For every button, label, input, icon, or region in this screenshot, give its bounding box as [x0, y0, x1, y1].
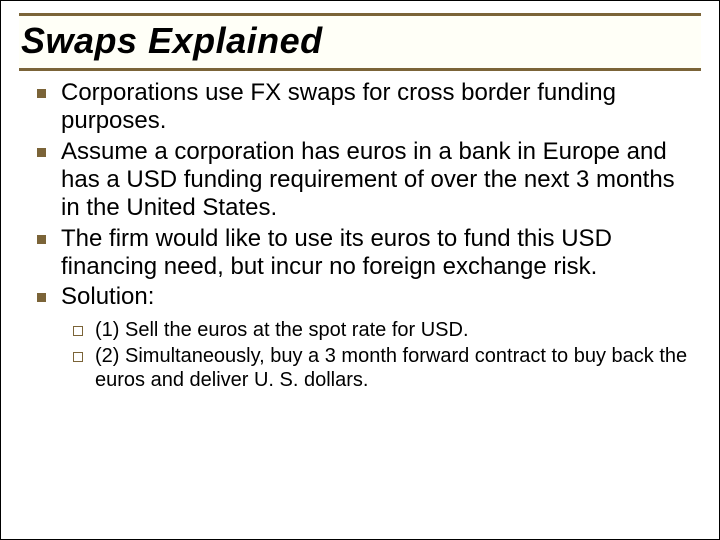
- list-item: Assume a corporation has euros in a bank…: [25, 138, 691, 223]
- list-item: Solution: (1) Sell the euros at the spot…: [25, 283, 691, 391]
- list-item-text: Corporations use FX swaps for cross bord…: [61, 79, 616, 134]
- sub-list-item: (2) Simultaneously, buy a 3 month forwar…: [61, 344, 691, 392]
- list-item: The firm would like to use its euros to …: [25, 225, 691, 282]
- sub-list-item: (1) Sell the euros at the spot rate for …: [61, 318, 691, 342]
- slide: Swaps Explained Corporations use FX swap…: [0, 0, 720, 540]
- content-area: Corporations use FX swaps for cross bord…: [19, 79, 701, 392]
- title-bar: Swaps Explained: [19, 13, 701, 71]
- sub-list-item-text: (2) Simultaneously, buy a 3 month forwar…: [95, 345, 687, 391]
- page-title: Swaps Explained: [21, 20, 699, 62]
- sub-bullet-list: (1) Sell the euros at the spot rate for …: [61, 318, 691, 392]
- bullet-list: Corporations use FX swaps for cross bord…: [25, 79, 691, 392]
- list-item: Corporations use FX swaps for cross bord…: [25, 79, 691, 136]
- list-item-text: Solution:: [61, 283, 154, 310]
- sub-list-item-text: (1) Sell the euros at the spot rate for …: [95, 319, 469, 341]
- list-item-text: The firm would like to use its euros to …: [61, 225, 612, 280]
- list-item-text: Assume a corporation has euros in a bank…: [61, 138, 675, 222]
